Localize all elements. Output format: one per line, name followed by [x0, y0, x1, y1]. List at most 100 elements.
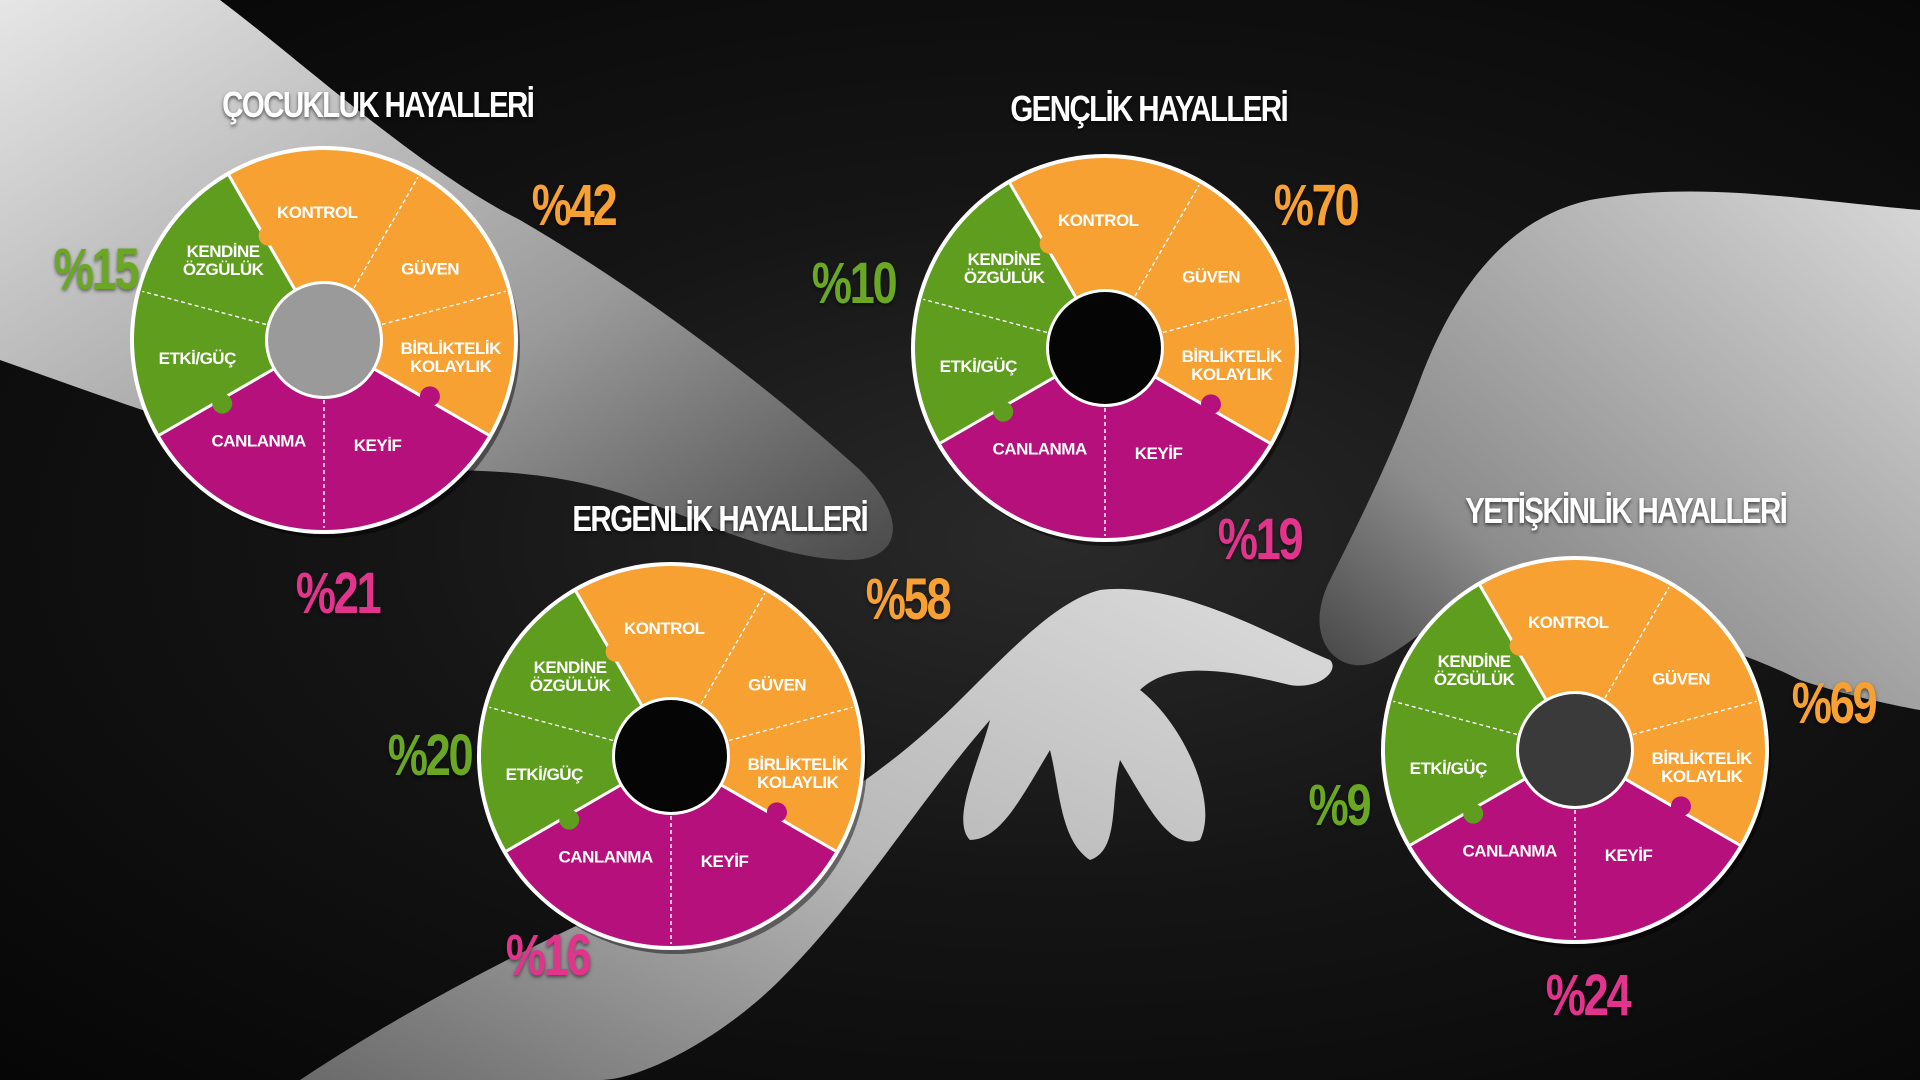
- slice-label: BİRLİKTELİK KOLAYLIK: [401, 339, 502, 376]
- slice-label-line: BİRLİKTELİK: [748, 755, 849, 774]
- slice-green: [134, 175, 296, 435]
- puzzle-knob: [1039, 233, 1060, 254]
- slice-orange: [229, 149, 514, 435]
- donut-chart-yetiskinlik: KONTROL GÜVEN BİRLİKTELİK KOLAYLIK KEYİF CANL…: [1381, 556, 1771, 948]
- slice-label-line: KENDİNE: [1438, 652, 1511, 671]
- puzzle-knob: [212, 393, 233, 414]
- slice-label: KONTROL: [277, 203, 358, 222]
- slice-divider: [728, 706, 853, 742]
- chart-title-yetiskinlik: YETİŞKİNLİK HAYALLERİ: [1465, 490, 1788, 531]
- chart-title-genclik: GENÇLİK HAYALLERİ: [1010, 88, 1288, 129]
- slice-label-line: KOLAYLIK: [757, 773, 840, 792]
- slice-green: [915, 183, 1077, 443]
- puzzle-knob: [419, 386, 440, 407]
- slice-label: KONTROL: [1058, 211, 1139, 230]
- puzzle-knob: [1200, 394, 1221, 415]
- slice-green: [481, 591, 643, 851]
- slice-label-line: BİRLİKTELİK: [1182, 347, 1283, 366]
- donut-chart-ergenlik: KONTROL GÜVEN BİRLİKTELİK KOLAYLIK KEYİF CANL…: [477, 562, 867, 954]
- puzzle-knob: [1509, 635, 1530, 656]
- right-adult-hand: [1319, 191, 1920, 710]
- slice-label: ETKİ/GÜÇ: [1410, 759, 1487, 778]
- slice-label: BİRLİKTELİK KOLAYLIK: [1182, 347, 1283, 384]
- slice-label-line: KENDİNE: [187, 242, 260, 261]
- slice-divider: [700, 592, 766, 705]
- slice-label: KEYİF: [1605, 846, 1653, 865]
- donut-chart-genclik: KONTROL GÜVEN BİRLİKTELİK KOLAYLIK KEYİF CANL…: [911, 154, 1301, 546]
- slice-label: GÜVEN: [401, 259, 459, 278]
- slice-label-line: KOLAYLIK: [410, 357, 493, 376]
- slice-label: GÜVEN: [748, 675, 806, 694]
- pct-label-green-genclik: %10: [811, 251, 898, 316]
- puzzle-knob: [993, 401, 1014, 422]
- chart-title-cocukluk: ÇOCUKLUK HAYALLERİ: [222, 84, 535, 125]
- slice-label: CANLANMA: [212, 432, 306, 451]
- slice-label: GÜVEN: [1182, 267, 1240, 286]
- pct-label-green-yetiskinlik: %9: [1308, 773, 1372, 838]
- slice-divider: [142, 290, 267, 326]
- slice-label: BİRLİKTELİK KOLAYLIK: [1652, 749, 1753, 786]
- slice-label: ETKİ/GÜÇ: [159, 349, 236, 368]
- pct-label-orange-yetiskinlik: %69: [1791, 671, 1878, 736]
- slice-label-line: KOLAYLIK: [1661, 767, 1744, 786]
- chart-title-ergenlik: ERGENLİK HAYALLERİ: [572, 498, 868, 539]
- slice-label-line: ÖZGÜLÜK: [530, 676, 612, 695]
- slice-label-line: BİRLİKTELİK: [1652, 749, 1753, 768]
- slice-divider: [1134, 184, 1200, 297]
- slice-divider: [489, 706, 614, 742]
- slice-label: ETKİ/GÜÇ: [940, 357, 1017, 376]
- pct-label-green-cocukluk: %15: [53, 237, 140, 302]
- pct-label-orange-ergenlik: %58: [865, 567, 952, 632]
- slice-divider: [353, 176, 419, 289]
- slice-label-line: ÖZGÜLÜK: [183, 260, 265, 279]
- puzzle-knob: [1670, 796, 1691, 817]
- slice-label: KENDİNE ÖZGÜLÜK: [530, 658, 612, 695]
- slice-label: KENDİNE ÖZGÜLÜK: [964, 250, 1046, 287]
- slice-label: CANLANMA: [559, 848, 653, 867]
- slice-label: BİRLİKTELİK KOLAYLIK: [748, 755, 849, 792]
- pct-label-orange-cocukluk: %42: [531, 173, 618, 238]
- donut-hole: [615, 700, 727, 812]
- slice-label: KEYİF: [701, 852, 749, 871]
- slice-divider: [1393, 700, 1518, 736]
- slice-label: GÜVEN: [1652, 669, 1710, 688]
- slice-divider: [1632, 700, 1757, 736]
- donut-hole: [1519, 694, 1631, 806]
- pct-label-magenta-genclik: %19: [1217, 507, 1304, 572]
- puzzle-knob: [258, 225, 279, 246]
- slice-label-line: KENDİNE: [534, 658, 607, 677]
- pct-label-magenta-cocukluk: %21: [295, 561, 382, 626]
- slice-label: KEYİF: [1135, 444, 1183, 463]
- slice-divider: [381, 290, 506, 326]
- slice-label: KONTROL: [1528, 613, 1609, 632]
- slice-label-line: ÖZGÜLÜK: [1434, 670, 1516, 689]
- puzzle-knob: [559, 809, 580, 830]
- slice-label: KONTROL: [624, 619, 705, 638]
- pct-label-magenta-ergenlik: %16: [505, 923, 592, 988]
- slice-label: KENDİNE ÖZGÜLÜK: [183, 242, 265, 279]
- pct-label-orange-genclik: %70: [1273, 173, 1360, 238]
- slice-label-line: BİRLİKTELİK: [401, 339, 502, 358]
- slice-label: CANLANMA: [1463, 842, 1557, 861]
- slice-label: KENDİNE ÖZGÜLÜK: [1434, 652, 1516, 689]
- slice-orange: [1480, 560, 1765, 845]
- slice-label: ETKİ/GÜÇ: [506, 765, 583, 784]
- donut-hole: [1049, 292, 1161, 404]
- puzzle-knob: [766, 802, 787, 823]
- donut-chart-cocukluk: KONTROL GÜVEN BİRLİKTELİK KOLAYLIK KEYİF CANL…: [130, 146, 520, 538]
- donut-hole: [268, 284, 380, 396]
- slice-label-line: KOLAYLIK: [1191, 365, 1274, 384]
- pct-label-green-ergenlik: %20: [387, 723, 474, 788]
- slice-label-line: KENDİNE: [968, 250, 1041, 269]
- slice-green: [1385, 585, 1547, 845]
- pct-label-magenta-yetiskinlik: %24: [1545, 963, 1632, 1028]
- slice-label-line: ÖZGÜLÜK: [964, 268, 1046, 287]
- slice-divider: [923, 298, 1048, 334]
- puzzle-knob: [605, 641, 626, 662]
- puzzle-knob: [1463, 803, 1484, 824]
- slice-orange: [576, 566, 861, 851]
- slice-orange: [1010, 157, 1295, 443]
- slice-divider: [1162, 298, 1287, 334]
- slice-label: CANLANMA: [993, 440, 1087, 459]
